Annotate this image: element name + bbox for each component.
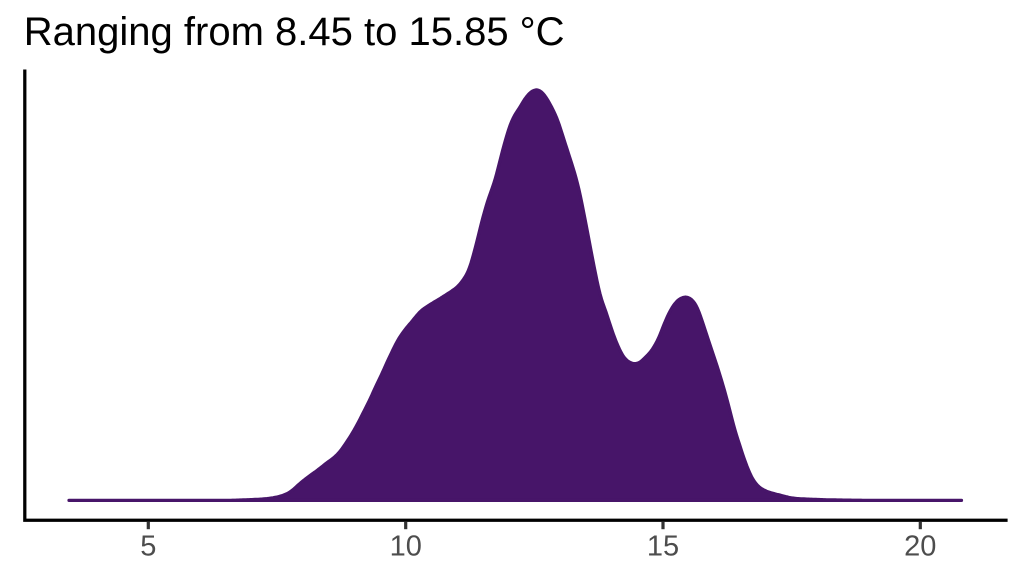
svg-text:15: 15 (647, 531, 679, 563)
svg-text:Ranging from 8.45 to 15.85 °C: Ranging from 8.45 to 15.85 °C (24, 10, 565, 54)
svg-text:5: 5 (140, 531, 156, 563)
svg-text:10: 10 (390, 531, 422, 563)
svg-text:20: 20 (904, 531, 936, 563)
